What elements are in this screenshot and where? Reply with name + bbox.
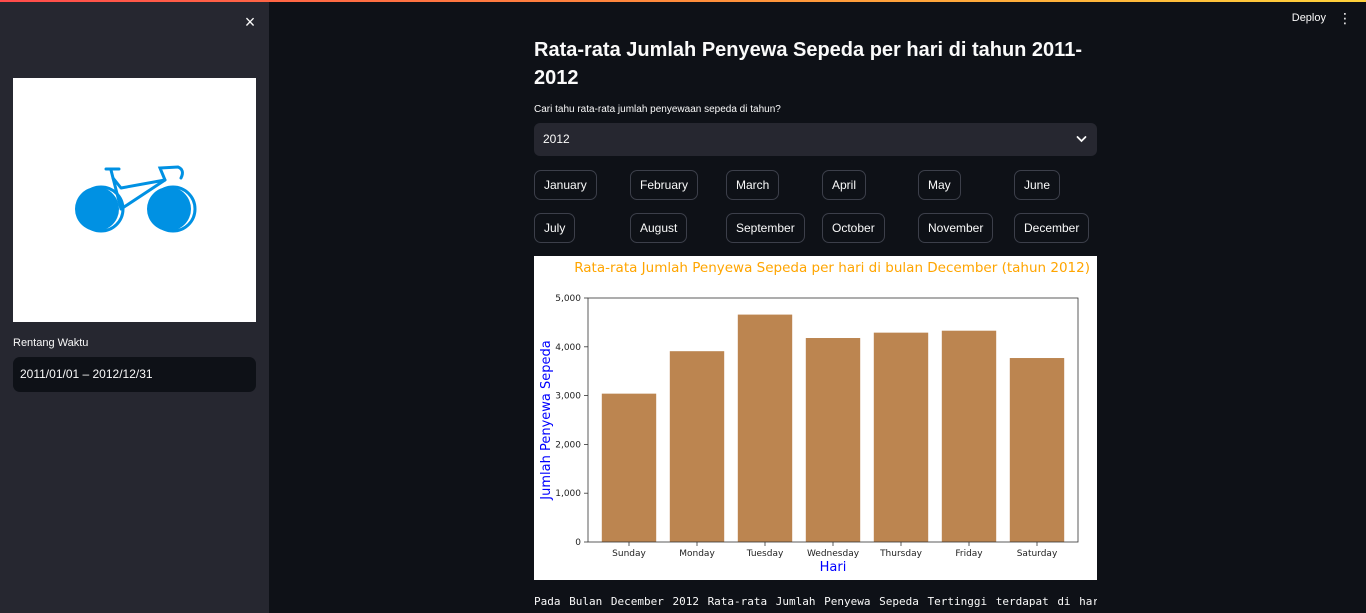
year-select[interactable]: 2012 [534, 123, 1097, 156]
month-button-march[interactable]: March [726, 170, 780, 200]
year-select-label: Cari tahu rata-rata jumlah penyewaan sep… [534, 104, 781, 115]
chart-plot-frame [587, 297, 1079, 543]
x-tick-label: Saturday [1017, 549, 1058, 559]
month-button-november[interactable]: November [918, 213, 994, 243]
month-button-july[interactable]: July [534, 213, 576, 243]
bar-chart: Rata-rata Jumlah Penyewa Sepeda per hari… [534, 256, 1097, 580]
bar-friday [941, 330, 997, 542]
sidebar: × Rentang Waktu 2011/01/01 – 2012/12/31 [0, 0, 269, 613]
x-tick-label: Thursday [879, 549, 923, 559]
bar-sunday [601, 393, 657, 542]
month-button-august[interactable]: August [630, 213, 688, 243]
month-button-february[interactable]: February [630, 170, 699, 200]
app-header: Deploy ⋮ [1246, 0, 1366, 36]
x-tick-label: Monday [679, 549, 715, 559]
month-button-may[interactable]: May [918, 170, 961, 200]
page-title: Rata-rata Jumlah Penyewa Sepeda per hari… [534, 39, 1082, 89]
logo-image [13, 78, 256, 322]
month-button-january[interactable]: January [534, 170, 597, 200]
deploy-button[interactable]: Deploy [1291, 12, 1326, 24]
y-tick-label: 0 [575, 538, 581, 548]
y-tick-label: 1,000 [555, 489, 581, 499]
close-sidebar-button[interactable]: × [244, 12, 256, 32]
y-tick-label: 3,000 [555, 392, 581, 402]
month-button-september[interactable]: September [726, 213, 805, 243]
year-select-value: 2012 [543, 132, 570, 146]
bar-saturday [1009, 358, 1065, 542]
month-button-april[interactable]: April [822, 170, 867, 200]
main-menu-icon[interactable]: ⋮ [1338, 10, 1352, 26]
y-tick-label: 2,000 [555, 440, 581, 450]
chevron-down-icon [1076, 123, 1087, 170]
top-decoration-bar [0, 0, 1366, 2]
bar-thursday [873, 332, 929, 542]
x-tick-label: Sunday [612, 549, 646, 559]
chart-title: Rata-rata Jumlah Penyewa Sepeda per hari… [574, 260, 1090, 276]
x-tick-label: Tuesday [746, 549, 784, 559]
x-tick-label: Friday [955, 549, 983, 559]
month-button-october[interactable]: October [822, 213, 885, 243]
y-tick-label: 5,000 [555, 294, 581, 304]
chart-y-axis-label: Jumlah Penyewa Sepeda [539, 340, 554, 500]
date-range-input[interactable]: 2011/01/01 – 2012/12/31 [13, 357, 256, 392]
month-button-december[interactable]: December [1014, 213, 1090, 243]
bar-chart-svg: Rata-rata Jumlah Penyewa Sepeda per hari… [539, 260, 1090, 575]
bar-monday [669, 351, 725, 542]
bar-wednesday [805, 338, 861, 542]
y-tick-label: 4,000 [555, 343, 581, 353]
month-button-june[interactable]: June [1014, 170, 1061, 200]
bicycle-icon [75, 165, 197, 233]
x-tick-label: Wednesday [807, 549, 860, 559]
bar-tuesday [737, 314, 793, 542]
chart-x-axis-label: Hari [820, 560, 847, 575]
date-range-label: Rentang Waktu [13, 337, 89, 349]
summary-text: Pada Bulan December 2012 Rata-rata Jumla… [534, 595, 1097, 608]
